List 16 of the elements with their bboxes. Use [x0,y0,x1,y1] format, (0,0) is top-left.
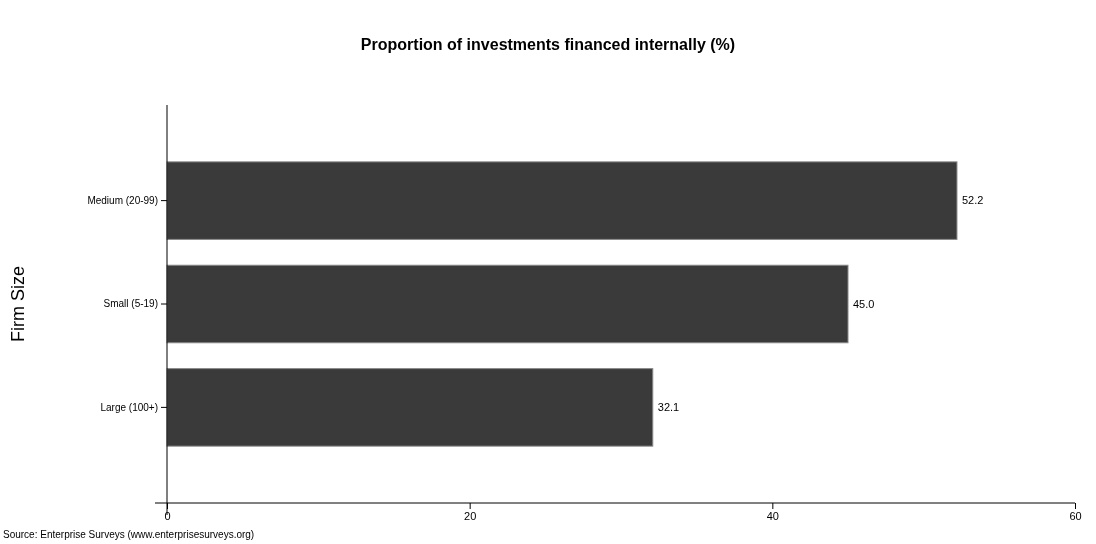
chart-title: Proportion of investments financed internally (%) [360,36,736,53]
data-label: 52.2 [961,194,984,207]
y-tick-label: Small (5-19) [103,298,158,310]
source-note: Source: Enterprise Surveys (www.enterprisesurveys.org) [3,529,255,540]
x-tick-label: 60 [1069,509,1082,522]
data-label: 32.1 [657,401,680,414]
y-tick-label: Large (100+) [100,401,158,413]
data-label: 45.0 [853,297,875,310]
y-axis-title: Firm Size [8,266,28,342]
bar [166,161,958,240]
bar [166,368,654,447]
x-tick-label: 20 [464,509,477,522]
y-tick-label: Medium (20-99) [87,194,158,206]
x-tick-label: 0 [164,509,171,522]
x-tick-label: 40 [766,509,779,522]
bar [166,264,849,344]
